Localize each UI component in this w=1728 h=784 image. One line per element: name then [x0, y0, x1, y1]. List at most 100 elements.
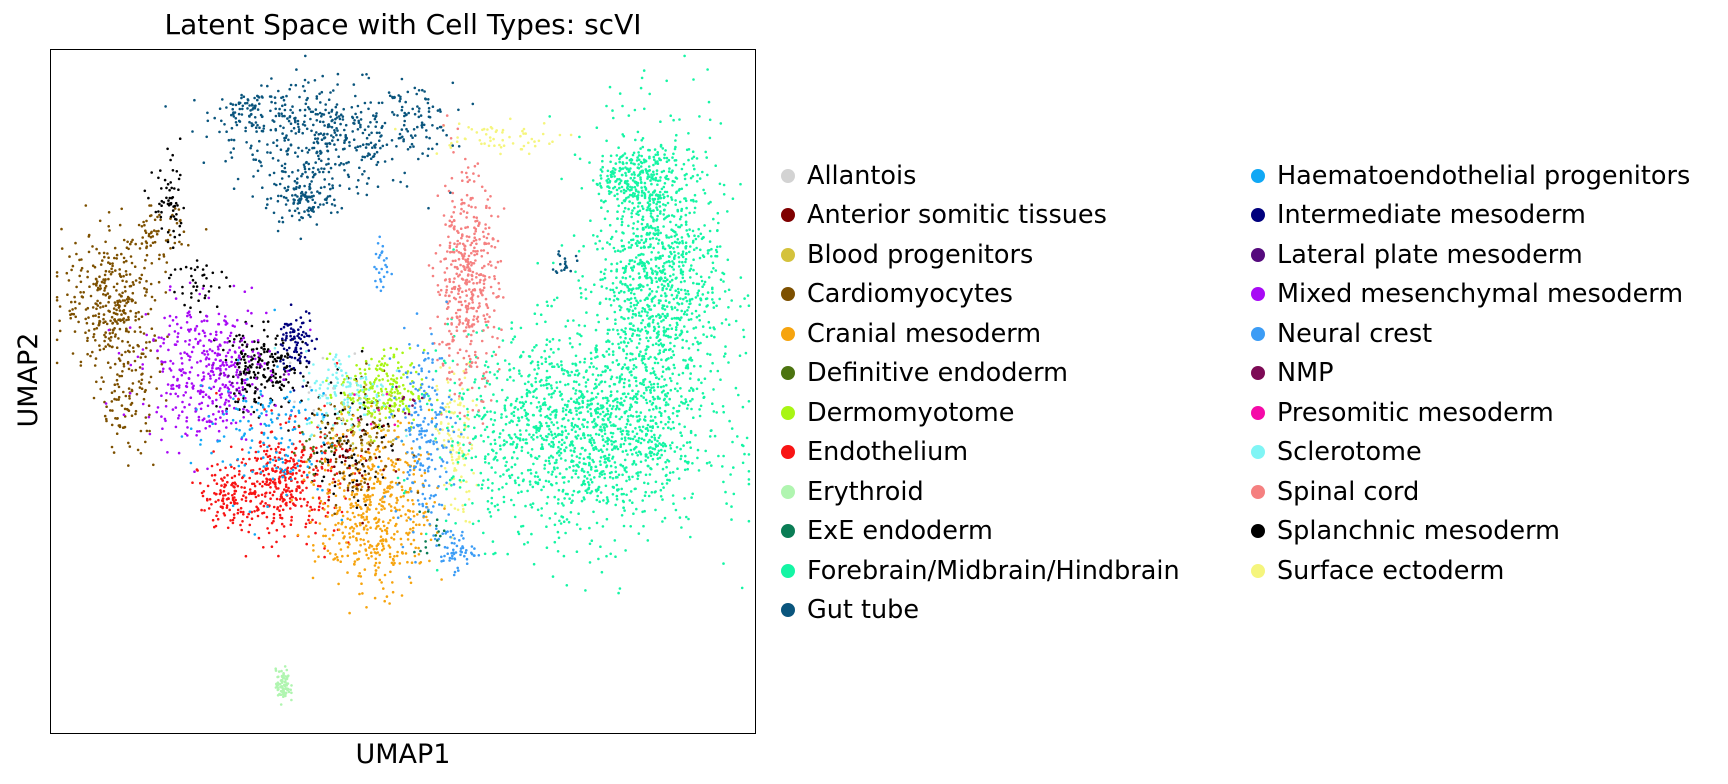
data-point [136, 448, 140, 452]
data-point [448, 346, 451, 350]
data-point [720, 322, 724, 325]
data-point [609, 377, 613, 381]
data-point [505, 469, 509, 472]
data-point [489, 399, 493, 402]
data-point [473, 164, 477, 168]
data-point [458, 315, 462, 318]
data-point [329, 211, 333, 215]
data-point [641, 361, 645, 365]
data-point [243, 340, 247, 344]
data-point [664, 423, 667, 426]
data-point [622, 492, 625, 496]
data-point [599, 373, 603, 377]
data-point [628, 275, 632, 278]
data-point [747, 519, 751, 523]
data-point [699, 404, 703, 408]
data-point [469, 261, 473, 264]
data-point [658, 205, 662, 208]
data-point [532, 438, 535, 441]
data-point [635, 159, 639, 162]
data-point [586, 420, 589, 424]
data-point [434, 427, 438, 431]
data-point [477, 483, 480, 487]
data-point [510, 412, 513, 415]
data-point [596, 411, 599, 415]
data-point [284, 170, 287, 174]
data-point [642, 380, 645, 384]
data-point [275, 144, 279, 148]
data-point [453, 285, 457, 289]
data-point [551, 365, 554, 369]
data-point [639, 181, 643, 184]
data-point [675, 296, 678, 299]
data-point [275, 183, 278, 187]
data-point [359, 118, 363, 121]
data-point [470, 251, 473, 255]
data-point [631, 389, 634, 393]
data-point [690, 297, 694, 301]
data-point [114, 333, 117, 336]
data-point [417, 157, 420, 161]
data-point [104, 335, 107, 339]
data-point [467, 319, 470, 322]
data-point [502, 500, 506, 504]
data-point [546, 424, 549, 428]
data-point [475, 281, 479, 285]
data-point [496, 239, 500, 243]
data-point [506, 378, 509, 382]
data-point [162, 201, 166, 204]
data-point [605, 448, 609, 451]
data-point [592, 448, 596, 452]
data-point [545, 438, 548, 442]
data-point [140, 315, 144, 319]
data-point [569, 511, 573, 514]
data-point [137, 223, 141, 227]
data-point [603, 476, 606, 480]
data-point [631, 332, 635, 336]
data-point [641, 306, 645, 310]
data-point [676, 323, 679, 327]
data-point [677, 317, 680, 320]
data-point [657, 229, 660, 232]
data-point [635, 472, 638, 475]
data-point [525, 429, 528, 432]
data-point [640, 205, 644, 208]
data-point [367, 176, 371, 180]
data-point [643, 509, 646, 513]
data-point [487, 242, 491, 245]
data-point [145, 219, 148, 223]
data-point [634, 242, 638, 245]
data-point [245, 101, 249, 105]
data-point [72, 312, 76, 316]
data-point [622, 134, 626, 138]
data-point [131, 382, 135, 385]
data-point [471, 102, 475, 106]
data-point [102, 293, 105, 296]
data-point [358, 166, 361, 170]
data-point [149, 307, 153, 311]
data-point [493, 309, 496, 312]
data-point [450, 370, 454, 374]
data-point [611, 282, 615, 285]
data-point [120, 207, 123, 211]
data-point [738, 354, 742, 358]
data-point [662, 486, 665, 489]
data-point [615, 404, 619, 408]
data-point [639, 350, 642, 354]
data-point [514, 399, 518, 403]
data-point [460, 449, 464, 453]
data-point [651, 271, 654, 274]
data-point [191, 130, 194, 133]
data-point [545, 386, 549, 390]
data-point [616, 249, 620, 252]
data-point [480, 339, 484, 343]
data-point [399, 136, 402, 140]
data-point [645, 336, 648, 340]
data-point [615, 397, 618, 401]
data-point [96, 288, 99, 292]
data-point [458, 395, 461, 398]
data-point [747, 400, 751, 403]
data-point [685, 299, 689, 303]
data-point [564, 459, 567, 462]
data-point [417, 115, 421, 119]
